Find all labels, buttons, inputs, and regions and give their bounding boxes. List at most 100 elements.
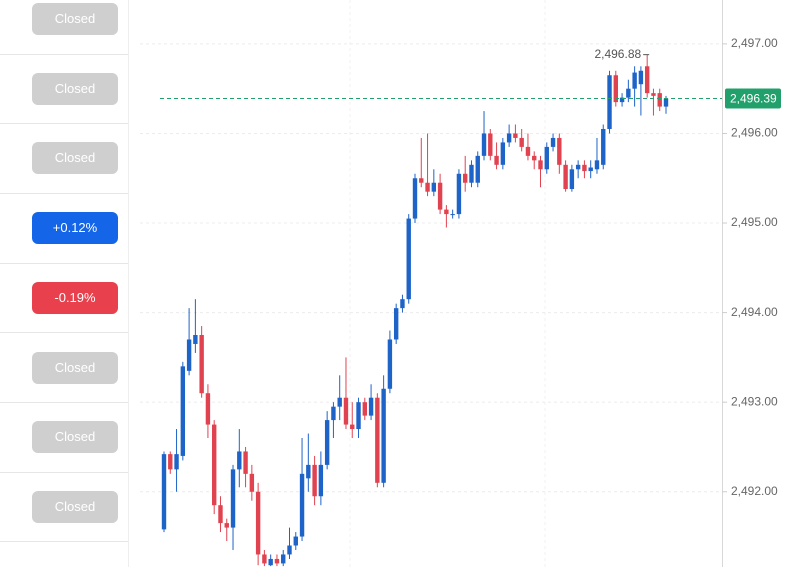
y-tick-label: 2,492.00: [731, 484, 778, 498]
candle-body: [218, 505, 223, 524]
market-row: Closed: [0, 472, 128, 543]
candle-body: [494, 155, 499, 165]
change-badge[interactable]: +0.12%: [32, 212, 118, 245]
candle-body: [362, 402, 367, 416]
candle-body: [488, 133, 493, 156]
candle-body: [387, 339, 393, 389]
candle-body: [519, 137, 524, 147]
candle-body: [224, 523, 229, 528]
candle-body: [425, 182, 430, 192]
y-tick-label: 2,494.00: [731, 305, 778, 319]
candle-body: [324, 420, 330, 465]
sidebar: Closed Closed Closed +0.12% -0.19% Closed Clos…: [0, 0, 129, 567]
candle-body: [312, 464, 317, 497]
candle-body: [337, 397, 342, 407]
candle-body: [186, 339, 192, 371]
y-tick-label: 2,495.00: [731, 215, 778, 229]
candle-body: [594, 160, 600, 170]
change-badge[interactable]: Closed: [32, 3, 118, 35]
candle-body: [456, 173, 462, 215]
candle-body: [419, 178, 424, 183]
candle-body: [243, 451, 248, 474]
change-badge[interactable]: Closed: [32, 351, 118, 384]
candle-body: [350, 424, 355, 430]
candle-body: [400, 299, 405, 309]
candle-body: [582, 164, 587, 172]
candle-body: [331, 406, 336, 421]
y-tick-label: 2,493.00: [731, 394, 778, 408]
candle-body: [575, 164, 581, 170]
candle-body: [268, 558, 273, 566]
market-row: Closed: [0, 403, 128, 473]
candle-body: [506, 133, 512, 143]
y-tick-label: 2,496.00: [731, 126, 778, 140]
y-tick-label: 2,497.00: [731, 36, 778, 50]
candle-body: [638, 70, 644, 85]
candle-body: [293, 536, 298, 546]
candle-body: [475, 155, 480, 183]
candle-body: [619, 97, 625, 103]
candle-body: [161, 454, 167, 530]
candle-body: [563, 164, 568, 189]
candle-body: [281, 554, 286, 564]
candle-body: [368, 397, 374, 416]
candle-body: [557, 137, 562, 165]
candle-body: [657, 93, 662, 107]
candle-body: [230, 469, 236, 528]
current-price-label: 2,496.39: [730, 92, 777, 106]
candle-body: [500, 142, 506, 165]
max-label: 2,496.88: [594, 47, 641, 61]
candle-body: [255, 491, 261, 555]
candle-body: [626, 88, 631, 98]
change-badge[interactable]: Closed: [32, 490, 118, 523]
market-row: +0.12%: [0, 194, 128, 264]
candle-body: [469, 164, 474, 183]
candle-body: [607, 75, 612, 129]
candle-body: [299, 473, 305, 537]
candle-body: [343, 397, 349, 425]
candle-body: [588, 167, 593, 172]
candle-body: [174, 454, 179, 470]
candle-body: [356, 402, 361, 430]
candle-body: [651, 93, 656, 96]
candle-body: [168, 454, 173, 470]
change-badge[interactable]: Closed: [32, 142, 118, 175]
candle-body: [601, 128, 606, 165]
candle-body: [613, 75, 618, 103]
candle-body: [180, 366, 186, 456]
candle-body: [431, 182, 437, 192]
candle-body: [199, 335, 204, 394]
candle-body: [532, 155, 537, 161]
candle-body: [525, 146, 531, 156]
candle-body: [262, 554, 267, 564]
candle-body: [437, 182, 443, 210]
change-badge[interactable]: Closed: [32, 421, 118, 454]
change-badge[interactable]: Closed: [32, 72, 118, 105]
candle-body: [663, 98, 669, 107]
change-badge[interactable]: -0.19%: [32, 281, 118, 314]
candle-body: [538, 160, 543, 170]
market-row: Closed: [0, 333, 128, 403]
candle-body: [463, 173, 468, 183]
market-row: Closed: [0, 54, 128, 125]
candle-body: [550, 137, 556, 147]
candle-body: [450, 214, 455, 216]
current-price-box: [725, 88, 781, 109]
candle-body: [249, 473, 255, 492]
candle-body: [481, 133, 487, 156]
candle-body: [193, 335, 198, 344]
candle-body: [412, 178, 418, 219]
candle-body: [212, 424, 217, 506]
candle-body: [393, 308, 399, 340]
market-row: Closed: [0, 124, 128, 194]
candle-body: [544, 146, 549, 170]
candle-body: [237, 451, 242, 470]
market-row: -0.19%: [0, 263, 128, 334]
candle-body: [569, 169, 575, 189]
market-row: Closed: [0, 0, 128, 55]
candle-body: [444, 209, 449, 215]
candle-body: [306, 464, 311, 479]
candle-body: [287, 545, 292, 555]
